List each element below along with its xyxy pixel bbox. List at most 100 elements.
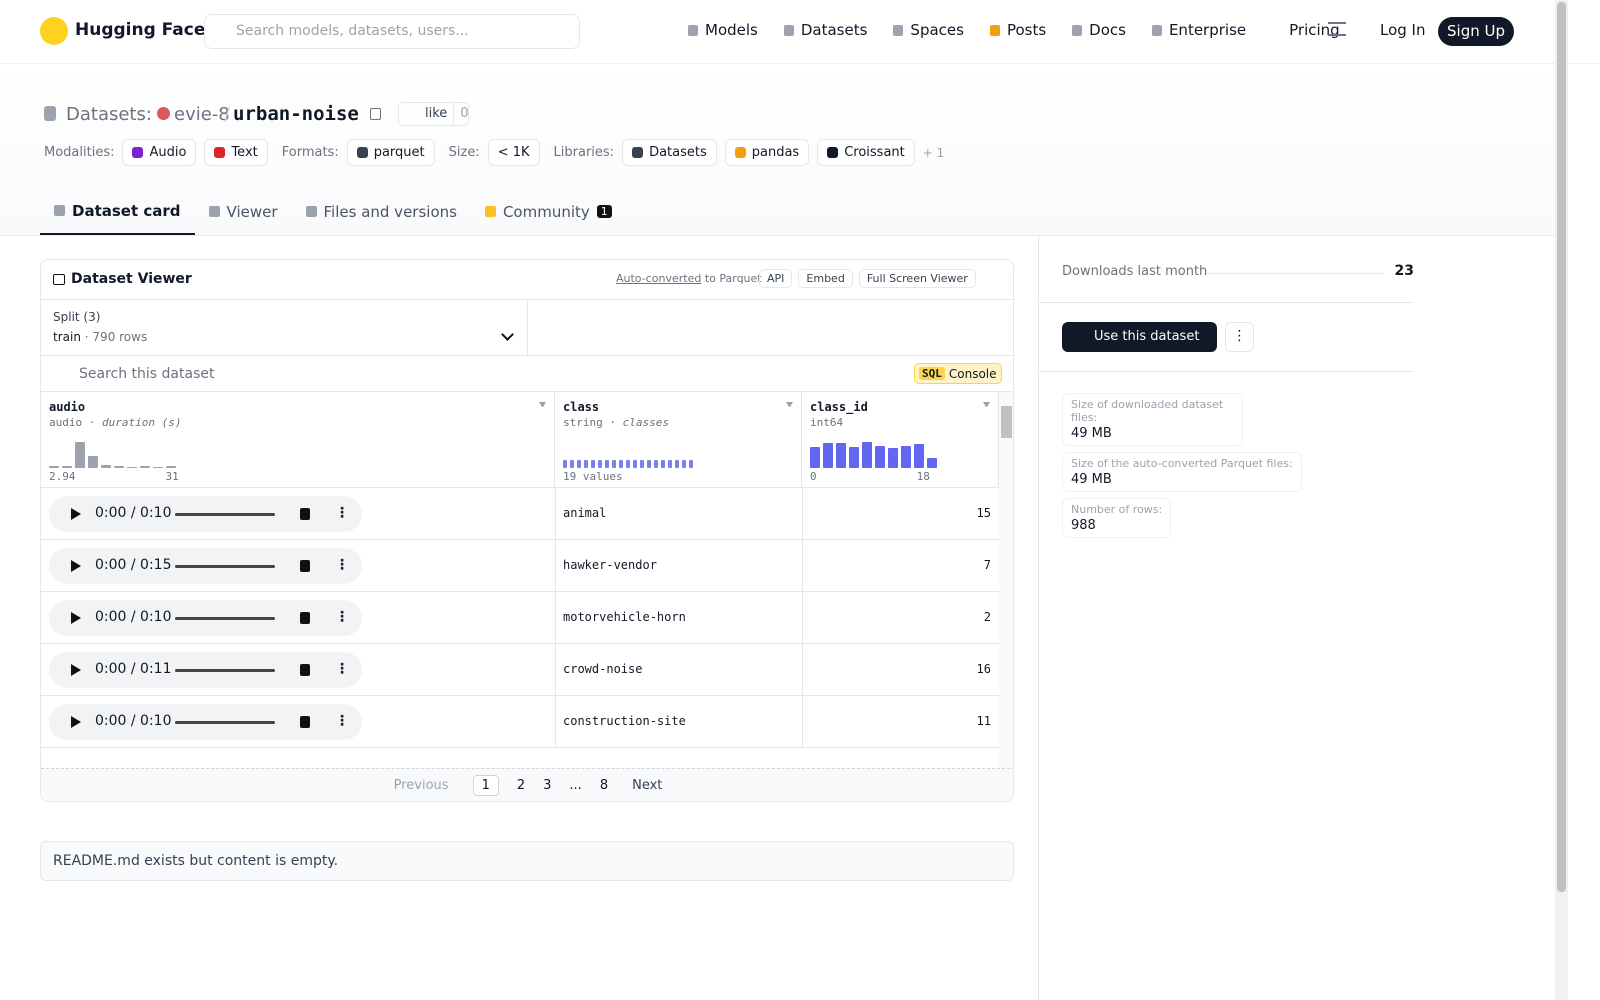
- more: ⋮: [335, 505, 349, 521]
- page[interactable]: 1: [472, 775, 499, 796]
- tag-more[interactable]: + 1: [922, 145, 945, 160]
- nav-item[interactable]: Models: [688, 21, 758, 39]
- logo[interactable]: [40, 17, 68, 45]
- search-input[interactable]: Search this dataset: [79, 366, 215, 382]
- time: 0:00 / 0:11: [95, 661, 172, 677]
- tag[interactable]: Croissant: [817, 139, 915, 166]
- stat-label: Size of the auto-converted Parquet files…: [1071, 457, 1293, 470]
- tag-label: Modalities:: [44, 145, 115, 160]
- audio-player[interactable]: 0:00 / 0:11 ⋮: [49, 652, 362, 688]
- tab[interactable]: Viewer: [195, 188, 292, 235]
- section[interactable]: Datasets:: [66, 104, 152, 125]
- viewer-buttons: API Embed Full Screen Viewer: [759, 269, 976, 288]
- page[interactable]: 8: [599, 778, 609, 793]
- row: 0:00 / 0:10 ⋮ construction-site 11: [41, 696, 999, 748]
- dataset-icon: [44, 106, 56, 121]
- nav-item[interactable]: Spaces: [893, 21, 964, 39]
- nav-icon: [893, 24, 904, 36]
- sql-console[interactable]: SQL Console: [914, 363, 1002, 384]
- nav-item[interactable]: Enterprise: [1151, 21, 1246, 39]
- tag-text: Datasets: [649, 145, 707, 160]
- nav-icon: [1272, 25, 1282, 36]
- nav-icon: [989, 24, 1000, 36]
- tag[interactable]: Audio: [122, 139, 197, 166]
- stat-value: 988: [1071, 518, 1096, 533]
- nav-item[interactable]: Pricing: [1272, 21, 1340, 39]
- tag[interactable]: pandas: [724, 139, 810, 166]
- type: audio: [49, 416, 83, 429]
- tab[interactable]: Files and versions: [292, 188, 471, 235]
- audio-player[interactable]: 0:00 / 0:10 ⋮: [49, 704, 362, 740]
- dataset-name[interactable]: urban-noise: [233, 103, 359, 125]
- tag-icon: [827, 147, 839, 158]
- viewer-title: Dataset Viewer: [71, 271, 192, 287]
- column-header[interactable]: audio audio · duration (s) 2.94 31: [41, 392, 555, 488]
- downloads-value: 23: [1394, 263, 1414, 279]
- audio-player[interactable]: 0:00 / 0:10 ⋮: [49, 600, 362, 636]
- more-button[interactable]: ⋮: [1225, 322, 1254, 352]
- progress: [175, 669, 275, 672]
- downloads-label: Downloads last month: [1062, 264, 1208, 279]
- histogram-bar: [570, 460, 574, 468]
- brand[interactable]: Hugging Face: [75, 20, 206, 40]
- histogram-bar: [114, 466, 124, 468]
- type: string: [563, 416, 603, 429]
- viewer-button[interactable]: Embed: [798, 269, 853, 288]
- histogram-bar: [647, 460, 651, 468]
- next[interactable]: Next: [632, 778, 663, 793]
- page[interactable]: 2: [516, 778, 526, 793]
- split-select[interactable]: train · 790 rows: [53, 330, 148, 344]
- rule: [41, 355, 1013, 356]
- column-header[interactable]: class_id int64 0 18: [802, 392, 999, 488]
- chevron[interactable]: [501, 328, 514, 341]
- login[interactable]: Log In: [1380, 21, 1426, 39]
- auto-link[interactable]: Auto-converted: [616, 272, 702, 285]
- volume: [300, 716, 310, 728]
- use-dataset[interactable]: Use this dataset: [1062, 322, 1217, 352]
- nav-item[interactable]: Docs: [1072, 21, 1126, 39]
- audio-player[interactable]: 0:00 / 0:10 ⋮: [49, 496, 362, 532]
- nav-label: Pricing: [1289, 21, 1340, 39]
- viewer-button[interactable]: API: [759, 269, 793, 288]
- tab[interactable]: Dataset card: [40, 188, 195, 235]
- viewer-button[interactable]: Full Screen Viewer: [858, 269, 976, 288]
- tag[interactable]: parquet: [346, 139, 435, 166]
- histogram: [49, 438, 176, 468]
- nav-item[interactable]: Posts: [989, 21, 1047, 39]
- owner[interactable]: evie-8: [174, 104, 230, 125]
- tab-icon: [54, 205, 65, 216]
- tag[interactable]: < 1K: [487, 139, 540, 166]
- histogram-bar: [619, 460, 623, 468]
- tag[interactable]: Text: [204, 139, 268, 166]
- previous[interactable]: Previous: [393, 778, 449, 793]
- page[interactable]: ...: [569, 778, 582, 793]
- play: [71, 664, 81, 676]
- cell-border: [802, 488, 803, 540]
- nav-label: Posts: [1006, 21, 1047, 39]
- class-id-cell: 16: [976, 662, 991, 676]
- cell-border: [555, 696, 556, 748]
- cell-border: [802, 644, 803, 696]
- more: ⋮: [335, 609, 349, 625]
- histogram-bar: [682, 460, 686, 468]
- class-id-cell: 2: [983, 610, 991, 624]
- row: 0:00 / 0:15 ⋮ hawker-vendor 7: [41, 540, 999, 592]
- column-header[interactable]: class string · classes 19 values: [555, 392, 802, 488]
- tag-text: parquet: [373, 145, 425, 160]
- class-cell: crowd-noise: [563, 662, 643, 676]
- like-button[interactable]: like 0: [398, 102, 469, 126]
- tab[interactable]: Community 1: [471, 188, 626, 235]
- stat: Size of the auto-converted Parquet files…: [1062, 452, 1302, 492]
- nav-item[interactable]: Datasets: [783, 21, 867, 39]
- audio-player[interactable]: 0:00 / 0:15 ⋮: [49, 548, 362, 584]
- menu-icon[interactable]: [1328, 22, 1346, 36]
- search-box[interactable]: Search models, datasets, users...: [204, 14, 580, 49]
- signup[interactable]: Sign Up: [1438, 17, 1514, 46]
- copy-icon[interactable]: [370, 108, 381, 120]
- type: int64: [810, 416, 844, 429]
- page[interactable]: 3: [543, 778, 552, 793]
- time: 0:00 / 0:10: [95, 609, 172, 625]
- tab-label: Viewer: [226, 202, 278, 221]
- time: 0:00 / 0:10: [95, 505, 172, 521]
- tag[interactable]: Datasets: [622, 139, 717, 166]
